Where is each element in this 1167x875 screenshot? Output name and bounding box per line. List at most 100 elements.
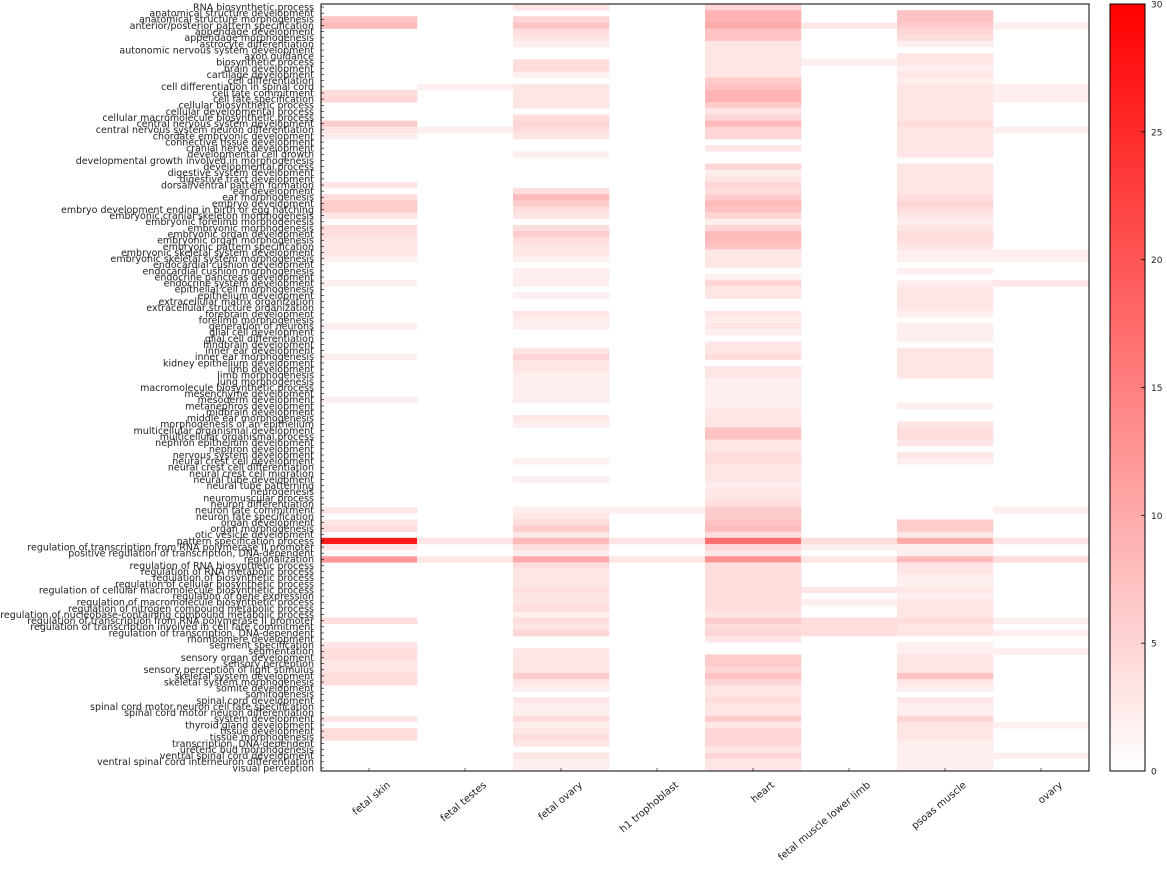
- heatmap-cell: [705, 752, 802, 760]
- heatmap-cell: [513, 4, 610, 11]
- row-label: neural crest cell migration: [189, 469, 314, 480]
- heatmap-cell: [705, 145, 802, 152]
- heatmap-cell: [513, 537, 610, 545]
- heatmap-cell: [993, 629, 1090, 637]
- row-label: extracellular structure organization: [146, 303, 314, 314]
- heatmap-cell: [705, 562, 802, 569]
- heatmap-cell: [321, 89, 418, 97]
- heatmap-cell: [513, 237, 610, 244]
- heatmap-cell: [705, 353, 802, 361]
- heatmap-cell: [321, 519, 418, 526]
- heatmap-cell: [705, 758, 802, 766]
- heatmap-cell: [321, 525, 418, 532]
- heatmap-cell: [321, 16, 418, 23]
- row-label: regulation of RNA biosynthetic process: [130, 561, 315, 572]
- heatmap-cell: [897, 132, 994, 140]
- column-label: heart: [749, 780, 777, 806]
- heatmap-cell: [705, 531, 802, 539]
- heatmap-cell: [513, 709, 610, 717]
- heatmap-cell: [513, 102, 610, 109]
- heatmap-cell: [705, 476, 802, 483]
- colorbar-tick-label: 0: [1151, 768, 1157, 778]
- heatmap-cell: [417, 126, 514, 134]
- heatmap-cell: [321, 323, 418, 330]
- row-label: embryonic forelimb morphogenesis: [145, 217, 314, 228]
- row-label: regulation of transcription from RNA pol…: [27, 616, 314, 627]
- row-label: lung morphogenesis: [217, 377, 314, 388]
- heatmap-cell: [321, 96, 418, 103]
- heatmap-cell: [897, 120, 994, 128]
- heatmap-cell: [513, 120, 610, 128]
- heatmap-cell: [609, 537, 706, 545]
- heatmap-cell: [705, 697, 802, 704]
- row-label: limb morphogenesis: [217, 371, 314, 382]
- heatmap-cell: [705, 34, 802, 42]
- row-label: regulation of RNA metabolic process: [141, 567, 314, 578]
- row-label: thyroid gland development: [185, 720, 314, 731]
- heatmap-cell: [513, 629, 610, 637]
- heatmap-cell: [897, 642, 994, 649]
- column-label: fetal skin: [351, 780, 393, 818]
- row-label: forelimb morphogenesis: [199, 315, 314, 326]
- row-label: neurogenesis: [250, 487, 314, 498]
- heatmap-cell: [705, 366, 802, 373]
- row-label: developmental cell growth: [187, 150, 314, 161]
- column-label: fetal ovary: [537, 780, 585, 823]
- heatmap-cell: [321, 237, 418, 244]
- heatmap-cell: [897, 329, 994, 336]
- heatmap-cell: [993, 249, 1090, 256]
- heatmap-cell: [897, 685, 994, 692]
- column-label: psoas muscle: [910, 780, 969, 832]
- heatmap-cell: [897, 629, 994, 637]
- heatmap-cell: [705, 402, 802, 410]
- row-label: central nervous system development: [137, 119, 315, 130]
- heatmap-cell: [705, 89, 802, 97]
- row-label: nephron development: [209, 444, 314, 455]
- heatmap-cell: [705, 40, 802, 48]
- heatmap-cell: [897, 224, 994, 232]
- heatmap-cell: [513, 65, 610, 72]
- heatmap-cell: [513, 685, 610, 692]
- heatmap-cell: [897, 83, 994, 91]
- heatmap-cell: [801, 59, 898, 66]
- heatmap-cell: [705, 550, 802, 557]
- heatmap-cell: [705, 169, 802, 177]
- heatmap-cell: [417, 556, 514, 563]
- heatmap-cell: [417, 83, 514, 91]
- heatmap-cell: [897, 28, 994, 35]
- row-label: embryonic cranial skeleton morphogenesis: [109, 211, 314, 222]
- row-label: mesoderm development: [198, 395, 315, 406]
- heatmap-cell: [513, 421, 610, 428]
- row-label: cartilage development: [207, 70, 315, 81]
- row-label: regulation of transcription, DNA-depende…: [109, 628, 315, 639]
- heatmap-cell: [513, 476, 610, 483]
- row-label: macromolecule biosynthetic process: [140, 383, 314, 394]
- heatmap-cell: [513, 672, 610, 680]
- heatmap-cell: [897, 298, 994, 305]
- heatmap-cell: [705, 513, 802, 520]
- heatmap-cell: [513, 310, 610, 318]
- heatmap-cell: [705, 132, 802, 140]
- heatmap-cell: [897, 740, 994, 747]
- heatmap-cell: [897, 145, 994, 152]
- row-label: astrocyte differentiation: [200, 39, 314, 50]
- row-label: regulation of nitrogen compound metaboli…: [68, 604, 314, 615]
- heatmap-cell: [897, 34, 994, 42]
- colorbar-tick-label: 5: [1151, 640, 1157, 650]
- heatmap-cell: [897, 427, 994, 434]
- column-label: h1 trophoblast: [618, 780, 681, 835]
- heatmap-cell: [321, 654, 418, 661]
- row-label: segment specification: [209, 641, 314, 652]
- heatmap-cell: [705, 120, 802, 128]
- heatmap-cell: [705, 280, 802, 287]
- row-label: cellular developmental process: [166, 107, 314, 118]
- heatmap-cell: [513, 574, 610, 582]
- row-label: extracellular matrix organization: [158, 297, 314, 308]
- heatmap-cell: [705, 519, 802, 526]
- row-label: spinal cord development: [196, 696, 314, 707]
- colorbar-tick-label: 20: [1151, 256, 1163, 266]
- heatmap-cell: [705, 728, 802, 735]
- row-label: cell differentiation: [228, 76, 314, 87]
- column-label: fetal testes: [439, 780, 489, 825]
- heatmap-cell: [513, 132, 610, 140]
